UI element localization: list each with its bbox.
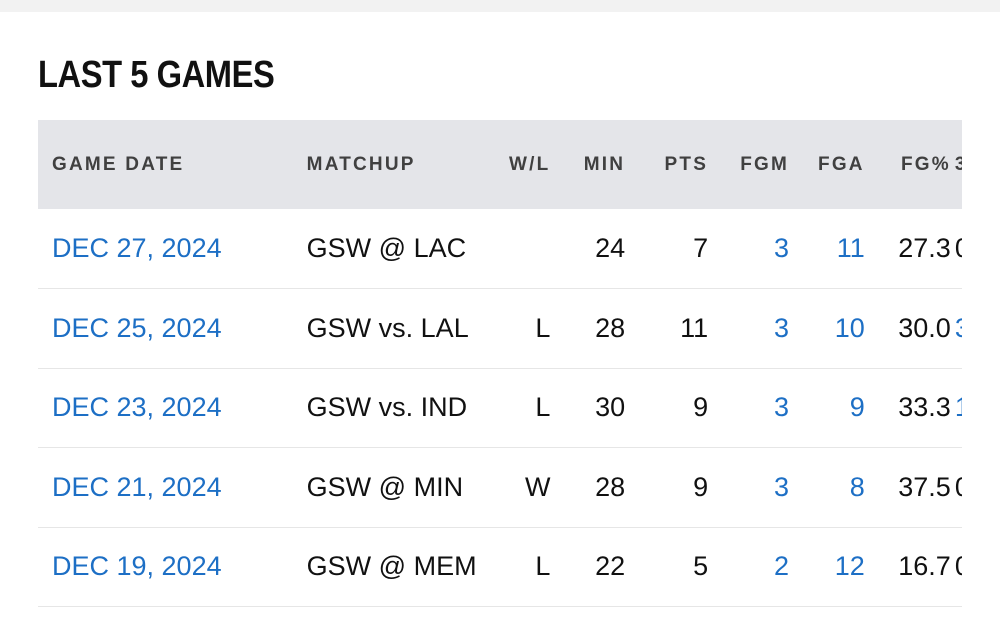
header-matchup[interactable]: MATCHUP — [306, 153, 416, 175]
fga-link[interactable]: 9 — [849, 392, 865, 423]
fg-pct-cell: 33.3 — [898, 392, 951, 423]
3pm-cell: 0 — [951, 448, 962, 528]
header-game-date[interactable]: GAME DATE — [52, 153, 185, 175]
table-row: DEC 25, 2024 GSW vs. LAL L 28 11 3 10 30… — [38, 289, 962, 369]
min-cell: 24 — [595, 233, 626, 263]
fg-pct-cell: 30.0 — [898, 312, 951, 343]
table-row: DEC 21, 2024 GSW @ MIN W 28 9 3 8 37.5 0 — [38, 448, 962, 528]
last-games-card: LAST 5 GAMES GAME DATE MATCHUP W/L MIN P… — [0, 12, 1000, 620]
header-3pm[interactable]: 3PM — [951, 120, 962, 209]
game-date-link[interactable]: DEC 27, 2024 — [52, 233, 222, 263]
matchup-cell: GSW @ LAC — [306, 233, 467, 263]
fga-link[interactable]: 8 — [849, 471, 865, 502]
fgm-link[interactable]: 3 — [773, 471, 790, 502]
header-fga[interactable]: FGA — [818, 153, 865, 175]
fg-pct-cell: 27.3 — [898, 233, 951, 263]
fga-link[interactable]: 11 — [836, 233, 865, 263]
wl-cell: W — [524, 471, 551, 502]
min-cell: 28 — [595, 312, 626, 343]
fgm-link[interactable]: 3 — [773, 392, 790, 423]
header-fg-pct[interactable]: FG% — [900, 153, 951, 175]
fgm-link[interactable]: 3 — [773, 233, 790, 263]
3pm-link[interactable]: 1 — [951, 368, 962, 448]
pts-cell: 9 — [693, 392, 709, 423]
header-wl[interactable]: W/L — [509, 153, 551, 175]
games-table-scroll[interactable]: GAME DATE MATCHUP W/L MIN PTS FGM FGA FG… — [38, 120, 962, 620]
wl-cell: L — [535, 551, 551, 582]
header-fgm[interactable]: FGM — [740, 153, 790, 175]
matchup-cell: GSW @ MEM — [306, 551, 477, 582]
game-date-link[interactable]: DEC 21, 2024 — [52, 471, 222, 502]
games-table: GAME DATE MATCHUP W/L MIN PTS FGM FGA FG… — [38, 120, 962, 607]
matchup-cell: GSW vs. LAL — [306, 312, 469, 343]
fg-pct-cell: 16.7 — [898, 551, 951, 582]
min-cell: 30 — [595, 392, 626, 423]
pts-cell: 7 — [693, 233, 709, 263]
wl-cell: L — [535, 312, 551, 343]
section-title: LAST 5 GAMES — [38, 54, 275, 96]
header-pts[interactable]: PTS — [664, 153, 709, 175]
table-row: DEC 19, 2024 GSW @ MEM L 22 5 2 12 16.7 … — [38, 527, 962, 607]
table-header-row: GAME DATE MATCHUP W/L MIN PTS FGM FGA FG… — [38, 120, 962, 209]
game-date-link[interactable]: DEC 25, 2024 — [52, 312, 222, 343]
table-row: DEC 27, 2024 GSW @ LAC 24 7 3 11 27.3 0 — [38, 209, 962, 289]
wl-cell — [504, 209, 551, 289]
header-min[interactable]: MIN — [583, 153, 626, 175]
game-date-link[interactable]: DEC 19, 2024 — [52, 551, 222, 582]
pts-cell: 9 — [693, 471, 709, 502]
3pm-cell: 0 — [951, 527, 962, 607]
matchup-cell: GSW @ MIN — [306, 471, 464, 502]
matchup-cell: GSW vs. IND — [306, 392, 468, 423]
fga-link[interactable]: 12 — [834, 551, 865, 582]
pts-cell: 5 — [693, 551, 709, 582]
table-row: DEC 23, 2024 GSW vs. IND L 30 9 3 9 33.3… — [38, 368, 962, 448]
fg-pct-cell: 37.5 — [898, 471, 951, 502]
3pm-cell: 0 — [951, 209, 962, 289]
3pm-link[interactable]: 3 — [951, 289, 962, 369]
pts-cell: 11 — [680, 312, 709, 343]
game-date-link[interactable]: DEC 23, 2024 — [52, 392, 222, 423]
fgm-link[interactable]: 3 — [773, 312, 790, 343]
top-bar — [0, 0, 1000, 12]
wl-cell: L — [535, 392, 551, 423]
fga-link[interactable]: 10 — [834, 312, 865, 343]
min-cell: 28 — [595, 471, 626, 502]
fgm-link[interactable]: 2 — [773, 551, 790, 582]
min-cell: 22 — [595, 551, 626, 582]
